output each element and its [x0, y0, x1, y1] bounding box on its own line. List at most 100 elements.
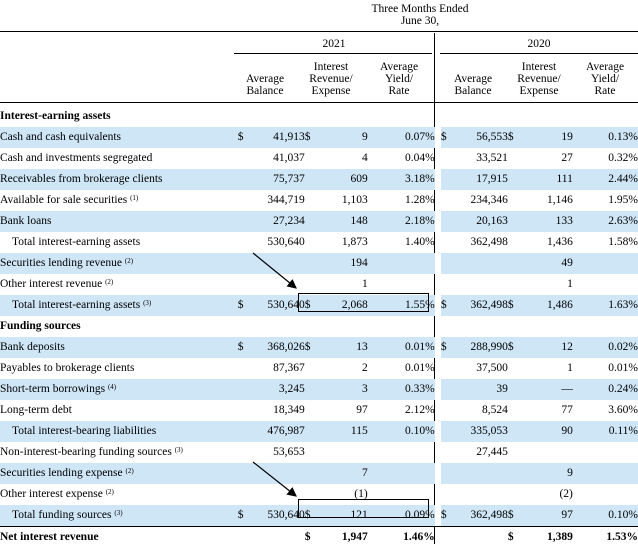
footnote-marker: (2)	[126, 467, 134, 475]
avg-balance-2020: 362,498	[455, 505, 508, 527]
dollar-sign-2021-balance	[238, 169, 252, 190]
row-label: Securities lending revenue (2)	[0, 253, 238, 274]
interest-2021: 1,873	[319, 232, 368, 253]
dollar-sign-2020-balance: $	[441, 295, 455, 316]
dollar-sign-2021-balance: $	[238, 337, 252, 358]
dollar-sign-2020-balance	[441, 421, 455, 442]
avg-balance-2020: 39	[455, 379, 508, 400]
interest-2021: 1	[319, 274, 368, 295]
avg-balance-2021	[252, 274, 305, 295]
avg-balance-2021: 53,653	[252, 442, 305, 463]
yield-rate-2021: 0.33%	[368, 379, 435, 400]
row-label: Other interest revenue (2)	[0, 274, 238, 295]
yield-rate-2020	[573, 463, 638, 484]
avg-balance-2020: 234,346	[455, 190, 508, 211]
dollar-sign-2020-interest	[508, 484, 522, 505]
dollar-sign-2021-interest	[305, 358, 319, 379]
col-yield-2020: Average Yield/ Rate	[574, 61, 636, 97]
dollar-sign-2021-balance: $	[238, 295, 252, 316]
interest-2021: 194	[319, 253, 368, 274]
dollar-sign-2020-balance: $	[441, 337, 455, 358]
dollar-sign-2021-balance	[238, 484, 252, 505]
row-label: Long-term debt	[0, 400, 238, 421]
yield-rate-2021: 0.01%	[368, 337, 435, 358]
dollar-sign-2021-balance	[238, 421, 252, 442]
yield-rate-2021: 0.04%	[368, 148, 435, 169]
row-label-text: Cash and cash equivalents	[0, 131, 121, 143]
dollar-sign-2021-interest	[305, 400, 319, 421]
row-label-text: Cash and investments segregated	[0, 152, 152, 164]
interest-2020	[522, 442, 573, 463]
col-yield-line2: Yield/	[368, 73, 430, 85]
col-avg-balance-line1: Average	[442, 73, 504, 85]
interest-2021: 2	[319, 358, 368, 379]
yield-rate-2020: 0.01%	[573, 358, 638, 379]
avg-balance-2021: 18,349	[252, 400, 305, 421]
col-yield-line3: Rate	[368, 85, 430, 97]
footnote-marker: (3)	[114, 509, 122, 517]
dollar-sign-2020-interest	[508, 421, 522, 442]
dollar-sign-2020-balance	[441, 190, 455, 211]
yield-rate-2020: 0.13%	[573, 127, 638, 148]
interest-2021: 7	[319, 463, 368, 484]
dollar-sign-2021-interest	[305, 379, 319, 400]
yield-rate-2020	[573, 442, 638, 463]
table-row-available-for-sale-securities: Available for sale securities (1)344,719…	[0, 190, 638, 211]
year-2021-label: 2021	[234, 38, 434, 50]
interest-2021: 13	[319, 337, 368, 358]
interest-2020: 1	[522, 274, 573, 295]
period-line-1: Three Months Ended	[330, 3, 510, 15]
col-interest-line3: Expense	[300, 85, 362, 97]
yield-rate-2021	[368, 484, 435, 505]
interest-2020: 9	[522, 463, 573, 484]
avg-balance-2020: 288,990	[455, 337, 508, 358]
yield-rate-2021: 2.18%	[368, 211, 435, 232]
footnote-marker: (4)	[108, 383, 116, 391]
yield-rate-2021: 0.09%	[368, 505, 435, 527]
row-label-text: Net interest revenue	[0, 531, 99, 543]
avg-balance-2021: 530,640	[252, 505, 305, 527]
avg-balance-2021: 87,367	[252, 358, 305, 379]
avg-balance-2020	[455, 527, 508, 548]
interest-2021: 148	[319, 211, 368, 232]
dollar-sign-2020-balance	[441, 211, 455, 232]
interest-2021	[319, 442, 368, 463]
row-label-text: Bank deposits	[0, 341, 65, 353]
dollar-sign-2020-interest	[508, 400, 522, 421]
dollar-sign-2020-interest	[508, 463, 522, 484]
row-label: Short-term borrowings (4)	[0, 379, 238, 400]
dollar-sign-2021-balance	[238, 358, 252, 379]
dollar-sign-2020-interest: $	[508, 295, 522, 316]
dollar-sign-2021-interest	[305, 148, 319, 169]
row-label: Bank loans	[0, 211, 238, 232]
dollar-sign-2020-balance	[441, 484, 455, 505]
col-interest-2020: Interest Revenue/ Expense	[508, 61, 570, 97]
dollar-sign-2021-interest	[305, 484, 319, 505]
avg-balance-2020: 20,163	[455, 211, 508, 232]
yield-rate-2021: 3.18%	[368, 169, 435, 190]
dollar-sign-2020-balance	[441, 358, 455, 379]
interest-2021: 4	[319, 148, 368, 169]
col-avg-balance-2021: Average Balance	[234, 73, 296, 97]
interest-2020: 133	[522, 211, 573, 232]
row-label-text: Total funding sources	[12, 509, 111, 521]
avg-balance-2020: 8,524	[455, 400, 508, 421]
row-label: Cash and cash equivalents	[0, 127, 238, 148]
avg-balance-2021: 75,737	[252, 169, 305, 190]
dollar-sign-2021-interest: $	[305, 295, 319, 316]
dollar-sign-2021-balance	[238, 463, 252, 484]
dollar-sign-2020-balance	[441, 379, 455, 400]
yield-rate-2020	[573, 484, 638, 505]
yield-rate-2021	[368, 274, 435, 295]
avg-balance-2021: 344,719	[252, 190, 305, 211]
dollar-sign-2021-balance	[238, 527, 252, 548]
dollar-sign-2020-interest	[508, 379, 522, 400]
avg-balance-2020: 17,915	[455, 169, 508, 190]
